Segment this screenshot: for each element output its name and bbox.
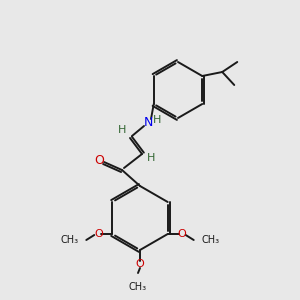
Text: H: H <box>153 115 161 125</box>
Text: O: O <box>94 229 103 239</box>
Text: H: H <box>147 153 155 163</box>
Text: O: O <box>177 229 186 239</box>
Text: H: H <box>118 125 126 135</box>
Text: N: N <box>143 116 153 128</box>
Text: CH₃: CH₃ <box>129 282 147 292</box>
Text: CH₃: CH₃ <box>60 235 78 245</box>
Text: CH₃: CH₃ <box>202 235 220 245</box>
Text: O: O <box>94 154 104 167</box>
Text: O: O <box>136 259 144 269</box>
